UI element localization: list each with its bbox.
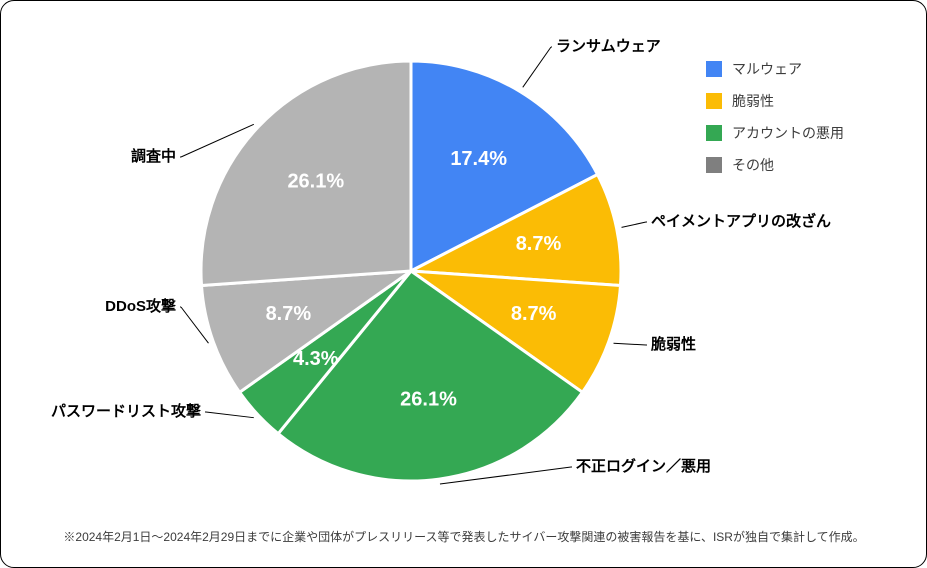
- callout-label-ddos: DDoS攻撃: [105, 297, 176, 315]
- legend-label-0: マルウェア: [732, 61, 802, 77]
- callout-label-payment_tamper: ペイメントアプリの改ざん: [651, 212, 831, 230]
- slice-percent-unauth_login: 26.1%: [400, 388, 457, 410]
- callout-label-vulnerability: 脆弱性: [651, 335, 696, 353]
- legend-swatch-1: [706, 93, 722, 109]
- legend-label-2: アカウントの悪用: [732, 125, 844, 141]
- slice-percent-passwordlist: 4.3%: [293, 348, 339, 370]
- slice-percent-investigating: 26.1%: [287, 170, 344, 192]
- legend-swatch-2: [706, 125, 722, 141]
- pie-chart-svg: 17.4% 8.7% 8.7% 26.1% 4.3% 8.7% 26.1% ランサムウェアペイ…: [1, 1, 927, 568]
- callout-label-unauth_login: 不正ログイン／悪用: [576, 457, 711, 475]
- chart-frame: 17.4% 8.7% 8.7% 26.1% 4.3% 8.7% 26.1% ランサムウェアペイ…: [0, 0, 927, 568]
- callout-leader-ransomware: [523, 47, 551, 87]
- callout-leader-vulnerability: [614, 343, 646, 345]
- callout-leader-payment_tamper: [622, 222, 646, 227]
- slice-percent-vulnerability: 8.7%: [511, 303, 557, 325]
- callout-label-ransomware: ランサムウェア: [556, 38, 661, 55]
- footnote-text: ※2024年2月1日～2024年2月29日までに企業や団体がプレスリリース等で発…: [63, 529, 864, 544]
- legend-label-3: その他: [732, 157, 774, 173]
- slice-percent-ddos: 8.7%: [266, 303, 312, 325]
- legend-swatch-3: [706, 157, 722, 173]
- callout-label-passwordlist: パスワードリスト攻撃: [51, 402, 201, 420]
- slice-percent-payment_tamper: 8.7%: [516, 233, 562, 255]
- slice-percent-ransomware: 17.4%: [450, 148, 507, 170]
- callout-leader-passwordlist: [206, 412, 254, 418]
- legend-label-1: 脆弱性: [732, 93, 774, 109]
- callout-label-investigating: 調査中: [131, 147, 176, 165]
- legend-swatch-0: [706, 61, 722, 77]
